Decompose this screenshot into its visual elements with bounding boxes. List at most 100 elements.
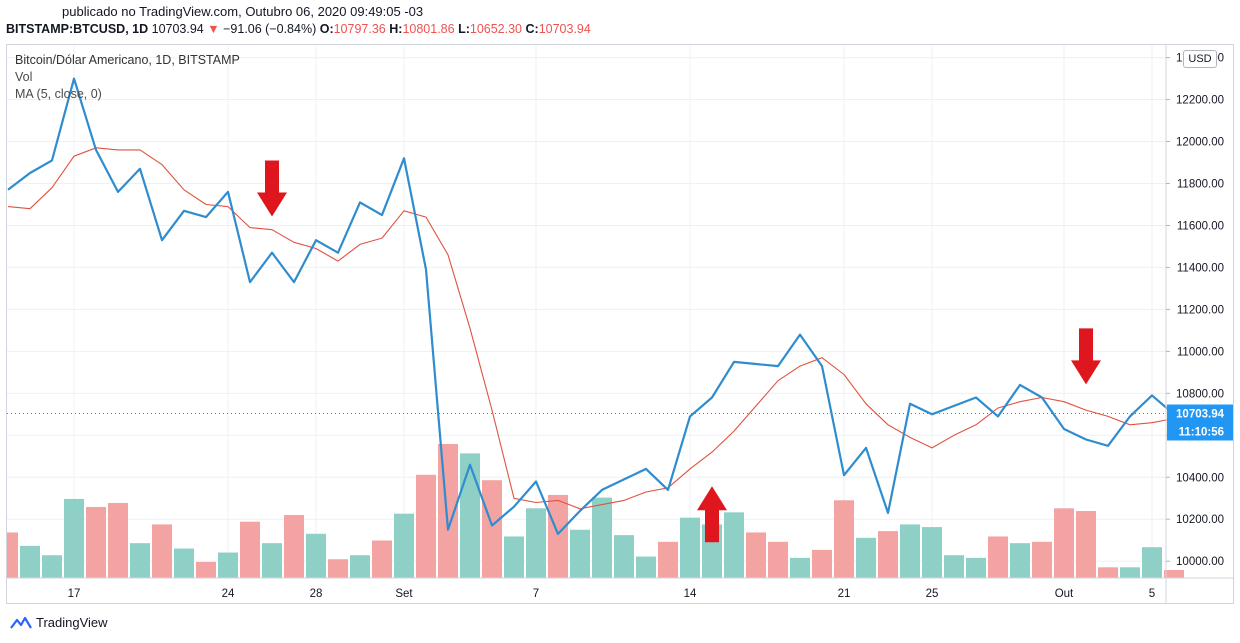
volume-bar xyxy=(504,536,524,578)
volume-bar xyxy=(724,512,744,578)
x-tick-label: Set xyxy=(395,588,413,600)
high-label: H: xyxy=(389,22,403,36)
chart-frame xyxy=(6,44,1234,604)
volume-bar xyxy=(328,559,348,578)
x-tick-label: Out xyxy=(1055,588,1074,600)
price-line xyxy=(7,77,1175,536)
countdown-tag-label: 11:10:56 xyxy=(1179,426,1224,438)
tradingview-footer: TradingView xyxy=(10,615,108,630)
volume-bar xyxy=(1076,511,1096,578)
volume-bar xyxy=(922,527,942,578)
published-caption: publicado no TradingView.com, Outubro 06… xyxy=(62,4,424,19)
tradingview-logo-icon xyxy=(10,616,32,629)
volume-bar xyxy=(900,524,920,578)
y-tick-label: 10800.00 xyxy=(1176,388,1224,400)
volume-bar xyxy=(108,502,128,578)
legend-ma: MA (5, close, 0) xyxy=(15,87,102,101)
volume-bar xyxy=(372,540,392,578)
volume-bar xyxy=(1032,541,1052,578)
volume-bar xyxy=(548,494,568,578)
volume-bar xyxy=(1054,508,1074,578)
footer-brand: TradingView xyxy=(36,615,108,630)
symbol-label: BITSTAMP:BTCUSD, 1D xyxy=(6,22,149,36)
x-tick-label: 7 xyxy=(533,588,539,600)
volume-bar xyxy=(746,532,766,578)
down-triangle-icon: ▼ xyxy=(207,22,220,36)
volume-bar xyxy=(636,556,656,578)
y-tick-label: 11600.00 xyxy=(1177,220,1224,232)
y-tick-label: 10200.00 xyxy=(1176,514,1224,526)
close-value: 10703.94 xyxy=(538,22,591,36)
volume-bar xyxy=(658,541,678,578)
down-arrow-icon xyxy=(1071,328,1101,385)
volume-bar xyxy=(130,543,150,578)
x-tick-label: 28 xyxy=(310,588,323,600)
volume-bar xyxy=(592,497,612,578)
low-label: L: xyxy=(458,22,470,36)
ma-line xyxy=(7,147,1175,510)
x-tick-label: 25 xyxy=(926,588,939,600)
x-tick-label: 5 xyxy=(1149,588,1155,600)
quote-line: BITSTAMP:BTCUSD, 1D 10703.94 ▼ −91.06 (−… xyxy=(6,22,591,36)
volume-bar xyxy=(988,536,1008,578)
last-price-tag-label: 10703.94 xyxy=(1176,408,1225,420)
volume-bar xyxy=(944,555,964,578)
volume-bar xyxy=(174,548,194,578)
y-tick-label: 11000.00 xyxy=(1177,346,1224,358)
volume-bar xyxy=(240,521,260,578)
down-arrow-icon xyxy=(257,160,287,217)
y-tick-label: 11800.00 xyxy=(1177,178,1224,190)
close-label: C: xyxy=(525,22,539,36)
volume-bar xyxy=(262,543,282,578)
y-tick-label: 10400.00 xyxy=(1176,472,1224,484)
volume-bar xyxy=(614,535,634,578)
volume-bar xyxy=(570,529,590,578)
last-price-tag xyxy=(1167,404,1233,423)
volume-bar xyxy=(856,537,876,578)
volume-bar xyxy=(834,500,854,578)
volume-bar xyxy=(1098,567,1118,578)
volume-bar xyxy=(416,474,436,578)
up-arrow-icon xyxy=(697,486,727,543)
volume-bar xyxy=(1142,547,1162,578)
last-price-value: 10703.94 xyxy=(151,22,204,36)
volume-bar xyxy=(790,557,810,578)
low-value: 10652.30 xyxy=(469,22,523,36)
x-tick-label: 24 xyxy=(222,588,235,600)
volume-bar xyxy=(218,552,238,578)
x-tick-label: 17 xyxy=(68,588,81,600)
volume-bar xyxy=(1164,569,1184,578)
price-change: −91.06 (−0.84%) xyxy=(223,22,317,36)
volume-bar xyxy=(482,480,502,578)
open-label: O: xyxy=(319,22,334,36)
open-value: 10797.36 xyxy=(333,22,386,36)
y-tick-label: 11400.00 xyxy=(1177,262,1224,274)
volume-bar xyxy=(86,506,106,578)
volume-bar xyxy=(812,549,832,578)
volume-bar xyxy=(20,545,40,578)
volume-bar xyxy=(1120,567,1140,578)
high-value: 10801.86 xyxy=(402,22,455,36)
volume-bar xyxy=(966,557,986,578)
legend-vol: Vol xyxy=(15,70,33,84)
y-tick-label: 12000.00 xyxy=(1176,137,1224,149)
y-tick-label: 10000.00 xyxy=(1176,556,1224,568)
legend-title: Bitcoin/Dólar Americano, 1D, BITSTAMP xyxy=(15,53,240,67)
volume-bar xyxy=(526,508,546,578)
x-tick-label: 14 xyxy=(684,588,697,600)
volume-bar xyxy=(306,533,326,578)
volume-bar xyxy=(460,453,480,578)
volume-bar xyxy=(196,561,216,578)
volume-bar xyxy=(680,517,700,578)
volume-bar xyxy=(878,531,898,578)
volume-bar xyxy=(1010,543,1030,578)
y-tick-label: 12200.00 xyxy=(1176,95,1224,107)
x-tick-label: 21 xyxy=(838,588,851,600)
volume-bar xyxy=(768,541,788,578)
volume-bar xyxy=(152,524,172,578)
currency-button[interactable]: USD xyxy=(1183,50,1217,68)
volume-bar xyxy=(42,555,62,578)
volume-bar xyxy=(64,498,84,578)
volume-bar xyxy=(350,555,370,578)
